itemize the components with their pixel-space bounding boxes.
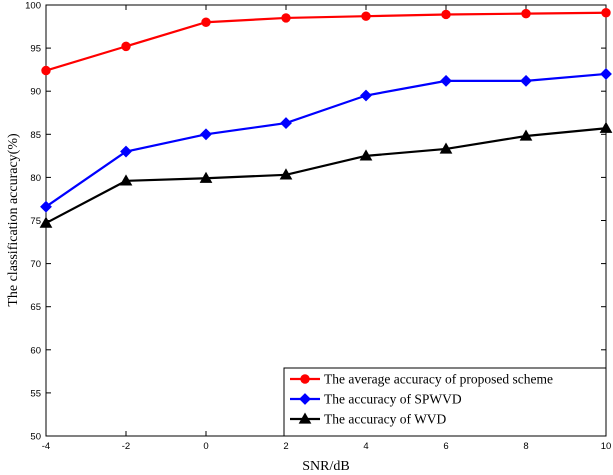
legend-entry: The accuracy of SPWVD bbox=[290, 392, 462, 407]
y-axis-title: The classification accuracy(%) bbox=[6, 133, 21, 307]
series-3 bbox=[39, 121, 613, 228]
y-tick-label: 60 bbox=[30, 345, 41, 356]
x-tick-label: 2 bbox=[283, 441, 288, 452]
data-point bbox=[599, 121, 613, 133]
legend-entry: The average accuracy of proposed scheme bbox=[290, 372, 553, 387]
legend-swatch-marker bbox=[299, 393, 311, 405]
y-tick-label: 65 bbox=[30, 302, 41, 313]
legend: The average accuracy of proposed scheme T… bbox=[283, 367, 607, 437]
data-point bbox=[441, 9, 451, 20]
legend-label: The accuracy of SPWVD bbox=[324, 392, 462, 407]
y-tick-label: 90 bbox=[30, 87, 41, 98]
series-line bbox=[45, 127, 607, 225]
data-point bbox=[600, 68, 612, 80]
series-line bbox=[45, 11, 607, 72]
legend-box bbox=[283, 367, 607, 437]
legend-swatch-marker bbox=[298, 412, 312, 424]
data-point bbox=[121, 41, 131, 52]
data-point bbox=[279, 168, 293, 180]
y-axis: 50 55 60 65 70 75 80 85 90 95 100 bbox=[25, 1, 606, 443]
x-tick-label: 0 bbox=[203, 441, 208, 452]
series-1 bbox=[41, 8, 611, 76]
plot-area bbox=[45, 4, 607, 437]
data-point bbox=[601, 8, 611, 18]
data-point bbox=[361, 11, 371, 21]
y-tick-label: 95 bbox=[30, 44, 41, 55]
data-point bbox=[440, 74, 452, 87]
x-tick-label: -2 bbox=[122, 441, 130, 452]
data-point bbox=[41, 65, 51, 76]
series-2 bbox=[40, 68, 612, 213]
y-tick-label: 85 bbox=[30, 130, 41, 141]
x-tick-label: 4 bbox=[363, 441, 368, 452]
data-point bbox=[360, 89, 372, 102]
x-tick-label: 6 bbox=[443, 441, 448, 452]
legend-entry: The accuracy of WVD bbox=[290, 412, 447, 427]
y-tick-label: 70 bbox=[30, 259, 41, 270]
data-point bbox=[439, 142, 453, 154]
data-point bbox=[281, 13, 291, 23]
y-tick-label: 80 bbox=[30, 173, 41, 184]
y-tick-label: 50 bbox=[30, 432, 41, 443]
series-layer bbox=[39, 8, 613, 228]
data-point bbox=[120, 145, 132, 158]
y-tick-label: 75 bbox=[30, 216, 41, 227]
data-point bbox=[39, 216, 53, 228]
data-point bbox=[199, 171, 213, 183]
data-point bbox=[519, 129, 533, 141]
y-tick-label: 55 bbox=[30, 388, 41, 399]
x-axis-title: SNR/dB bbox=[302, 459, 349, 474]
data-point bbox=[521, 8, 531, 19]
x-tick-label: 10 bbox=[601, 441, 612, 452]
data-point bbox=[40, 200, 52, 213]
data-point bbox=[119, 174, 133, 186]
legend-label: The average accuracy of proposed scheme bbox=[324, 372, 553, 387]
data-point bbox=[280, 117, 292, 130]
x-tick-label: -4 bbox=[42, 441, 50, 452]
data-point bbox=[359, 149, 373, 161]
y-tick-label: 100 bbox=[25, 1, 41, 12]
legend-swatch-marker bbox=[300, 374, 310, 384]
data-point bbox=[520, 74, 532, 87]
data-point bbox=[200, 128, 212, 141]
data-point bbox=[201, 17, 211, 27]
legend-label: The accuracy of WVD bbox=[324, 412, 447, 427]
series-line bbox=[45, 72, 607, 208]
x-tick-label: 8 bbox=[523, 441, 528, 452]
